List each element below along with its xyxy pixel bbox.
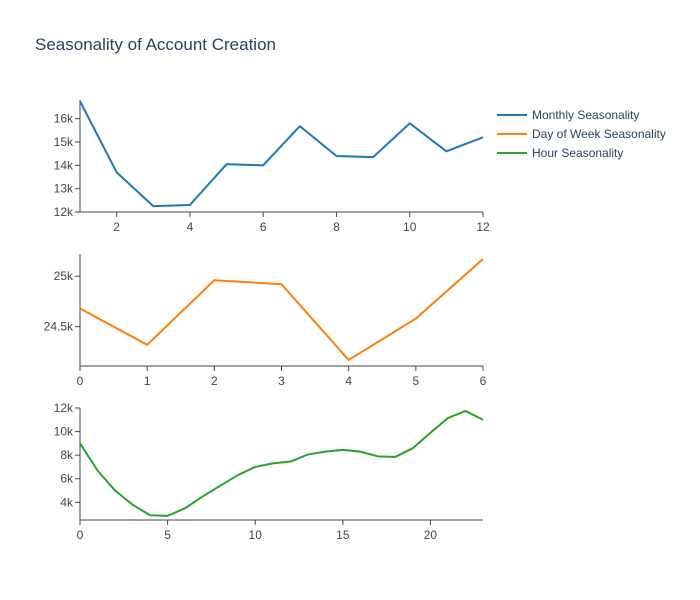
legend-item-3[interactable]: Hour Seasonality <box>497 146 623 160</box>
x-tick-label: 1 <box>144 374 151 388</box>
subplot-1: 2 4 6 8 10 12 12k 13k 14k 15k 16k <box>54 100 490 234</box>
x-tick-label: 4 <box>187 220 194 234</box>
legend-label: Day of Week Seasonality <box>532 127 666 141</box>
x-tick-label: 12 <box>476 220 490 234</box>
y-tick-label: 4k <box>60 495 74 509</box>
x-tick-label: 6 <box>480 374 487 388</box>
y-tick-label: 6k <box>60 472 74 486</box>
y-tick-label: 12k <box>54 205 74 219</box>
y-tick-label: 15k <box>54 135 74 149</box>
x-tick-label: 3 <box>278 374 285 388</box>
x-tick-label: 0 <box>77 374 84 388</box>
legend-item-2[interactable]: Day of Week Seasonality <box>497 127 666 141</box>
y-tick-label: 12k <box>54 401 74 415</box>
x-tick-label: 6 <box>260 220 267 234</box>
chart-title: Seasonality of Account Creation <box>35 35 276 54</box>
x-tick-label: 15 <box>336 528 350 542</box>
x-tick-label: 10 <box>403 220 417 234</box>
y-tick-label: 14k <box>54 158 74 172</box>
legend[interactable]: Monthly Seasonality Day of Week Seasonali… <box>497 108 666 160</box>
x-tick-label: 10 <box>249 528 263 542</box>
legend-label: Hour Seasonality <box>532 146 623 160</box>
x-tick-label: 5 <box>412 374 419 388</box>
series-line-1 <box>79 100 484 208</box>
y-tick-label: 25k <box>54 269 74 283</box>
legend-item-1[interactable]: Monthly Seasonality <box>497 108 639 122</box>
subplot-3: 0 5 10 15 20 4k 6k 8k 10k 12k <box>54 401 484 542</box>
subplot-2: 0 1 2 3 4 5 6 24.5k 25k <box>44 254 487 388</box>
series-line-2 <box>79 258 484 361</box>
series-line-3 <box>79 409 484 517</box>
x-tick-label: 2 <box>211 374 218 388</box>
x-tick-label: 4 <box>345 374 352 388</box>
y-tick-label: 24.5k <box>44 320 74 334</box>
x-tick-label: 8 <box>333 220 340 234</box>
y-tick-label: 10k <box>54 425 74 439</box>
x-tick-label: 2 <box>113 220 120 234</box>
legend-label: Monthly Seasonality <box>532 108 639 122</box>
x-tick-label: 5 <box>164 528 171 542</box>
y-tick-label: 13k <box>54 182 74 196</box>
y-tick-label: 8k <box>60 448 74 462</box>
x-tick-label: 20 <box>424 528 438 542</box>
y-tick-label: 16k <box>54 112 74 126</box>
x-tick-label: 0 <box>77 528 84 542</box>
